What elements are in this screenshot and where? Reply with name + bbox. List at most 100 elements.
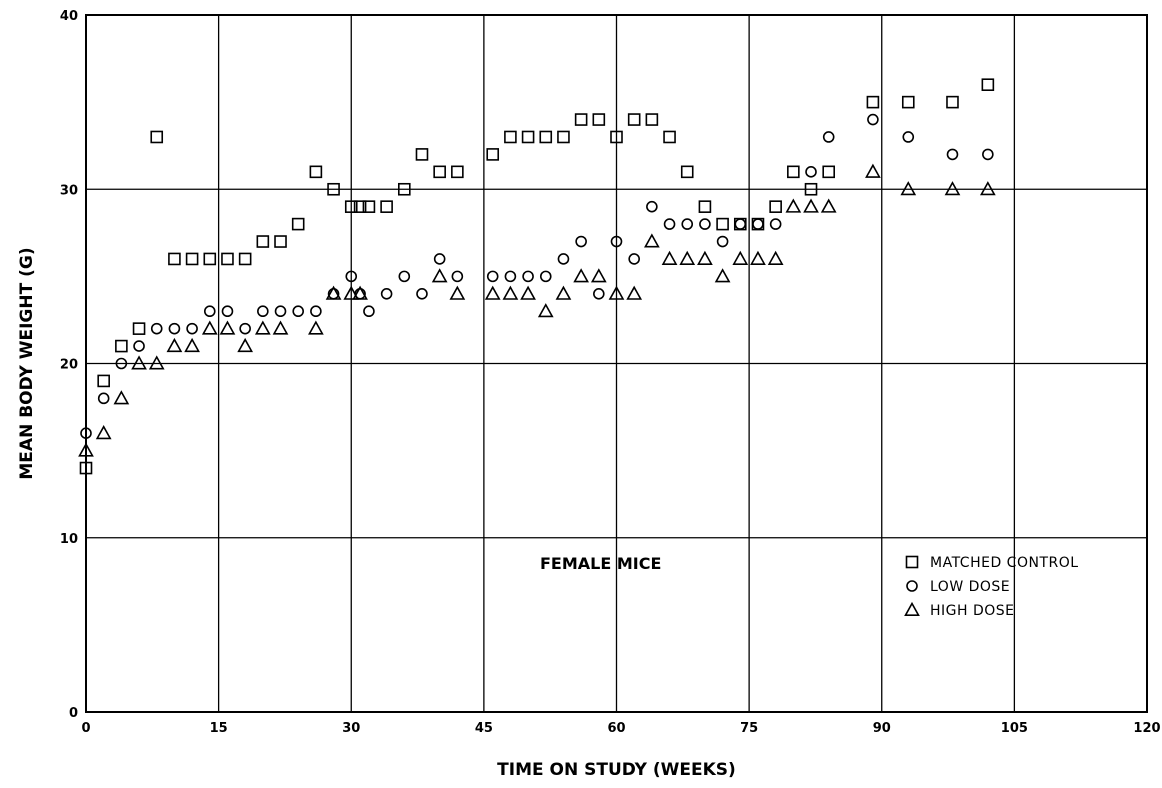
- triangle-point: [308, 320, 324, 335]
- triangle-point: [750, 250, 766, 265]
- circle-point: [663, 218, 676, 230]
- square-point: [804, 182, 818, 196]
- square-point: [866, 95, 880, 109]
- plot-frame: [85, 14, 1148, 713]
- square-point: [901, 95, 915, 109]
- triangle-point: [237, 337, 254, 353]
- circle-point: [433, 253, 446, 265]
- y-axis-ticks: 0 10 20 30 40: [60, 9, 78, 721]
- circle-point: [610, 235, 623, 248]
- triangle-point: [148, 355, 165, 370]
- x-tick-label: 15: [210, 721, 228, 736]
- square-point: [132, 322, 146, 335]
- circle-point: [805, 166, 817, 178]
- y-tick-label: 30: [60, 183, 78, 198]
- legend-circle-marker: [906, 580, 918, 592]
- legend: MATCHED CONTROL LOW DOSE HIGH DOSE: [904, 555, 1078, 619]
- square-point: [946, 95, 959, 109]
- square-point: [698, 200, 712, 213]
- triangle-point: [520, 285, 536, 300]
- triangle-point: [679, 250, 696, 265]
- legend-label: HIGH DOSE: [930, 603, 1015, 619]
- circle-point: [310, 305, 322, 318]
- triangle-point: [979, 181, 996, 196]
- square-point: [769, 200, 782, 213]
- triangle-point: [626, 285, 643, 300]
- circle-point: [80, 427, 92, 440]
- square-point: [504, 130, 517, 144]
- circle-point: [239, 322, 251, 335]
- legend-square-marker: [905, 555, 919, 569]
- circle-point: [168, 322, 181, 335]
- triangle-point: [272, 320, 289, 335]
- square-point: [592, 113, 606, 126]
- square-point: [79, 461, 93, 475]
- triangle-point: [484, 285, 501, 300]
- circle-point: [398, 270, 411, 283]
- circle-point: [867, 113, 879, 126]
- square-point: [663, 130, 676, 144]
- x-tick-label: 30: [342, 721, 360, 736]
- square-point: [238, 252, 252, 266]
- triangle-point: [732, 250, 749, 265]
- y-tick-label: 0: [69, 706, 78, 721]
- triangle-point: [555, 285, 572, 300]
- square-point: [716, 217, 729, 231]
- square-point: [451, 165, 464, 179]
- square-point: [981, 78, 995, 91]
- x-tick-label: 90: [873, 721, 891, 736]
- square-point: [221, 252, 234, 266]
- triangle-point: [352, 285, 368, 300]
- circle-point: [363, 305, 375, 318]
- circle-point: [97, 392, 110, 405]
- triangle-point: [661, 250, 678, 265]
- circle-point: [646, 200, 658, 213]
- x-tick-label: 45: [475, 721, 493, 736]
- square-point: [397, 182, 411, 196]
- triangle-point: [803, 198, 819, 213]
- triangle-point: [219, 320, 236, 335]
- square-point: [97, 374, 110, 388]
- x-axis-ticks: 0 15 30 45 60 75 90 105 120: [81, 721, 1160, 736]
- square-point: [521, 130, 535, 144]
- triangle-point: [201, 320, 218, 335]
- triangle-point: [900, 181, 917, 196]
- square-point: [822, 165, 836, 179]
- chart-annotation: FEMALE MICE: [540, 554, 661, 573]
- square-point: [309, 165, 323, 179]
- triangle-point: [714, 268, 731, 283]
- square-point: [344, 200, 358, 213]
- x-axis-title: TIME ON STUDY (WEEKS): [497, 760, 736, 780]
- circle-point: [150, 322, 163, 335]
- circle-point: [416, 287, 428, 300]
- circle-point: [575, 235, 587, 248]
- triangle-point: [820, 198, 837, 213]
- y-tick-label: 20: [60, 358, 78, 373]
- square-point: [150, 130, 164, 144]
- triangle-point: [573, 268, 589, 283]
- circle-point: [593, 287, 605, 300]
- square-point: [185, 252, 199, 266]
- triangle-point: [431, 268, 448, 283]
- circle-point: [734, 218, 747, 230]
- x-tick-label: 105: [1001, 721, 1028, 736]
- triangle-point: [590, 268, 607, 283]
- square-point: [291, 217, 305, 231]
- circle-point: [539, 270, 552, 283]
- circle-point: [221, 305, 234, 318]
- triangle-point: [697, 250, 713, 265]
- circle-point: [133, 340, 145, 352]
- circle-point: [186, 322, 198, 335]
- circle-point: [902, 131, 915, 143]
- triangle-point: [325, 285, 342, 300]
- triangle-point: [767, 250, 784, 265]
- grid-lines: [86, 15, 1147, 712]
- triangle-point: [944, 181, 961, 196]
- circle-point: [752, 218, 764, 230]
- y-tick-label: 40: [60, 9, 78, 24]
- series-square: [79, 78, 995, 475]
- triangle-point: [608, 285, 625, 300]
- triangle-point: [644, 233, 660, 248]
- data-points: [78, 78, 996, 475]
